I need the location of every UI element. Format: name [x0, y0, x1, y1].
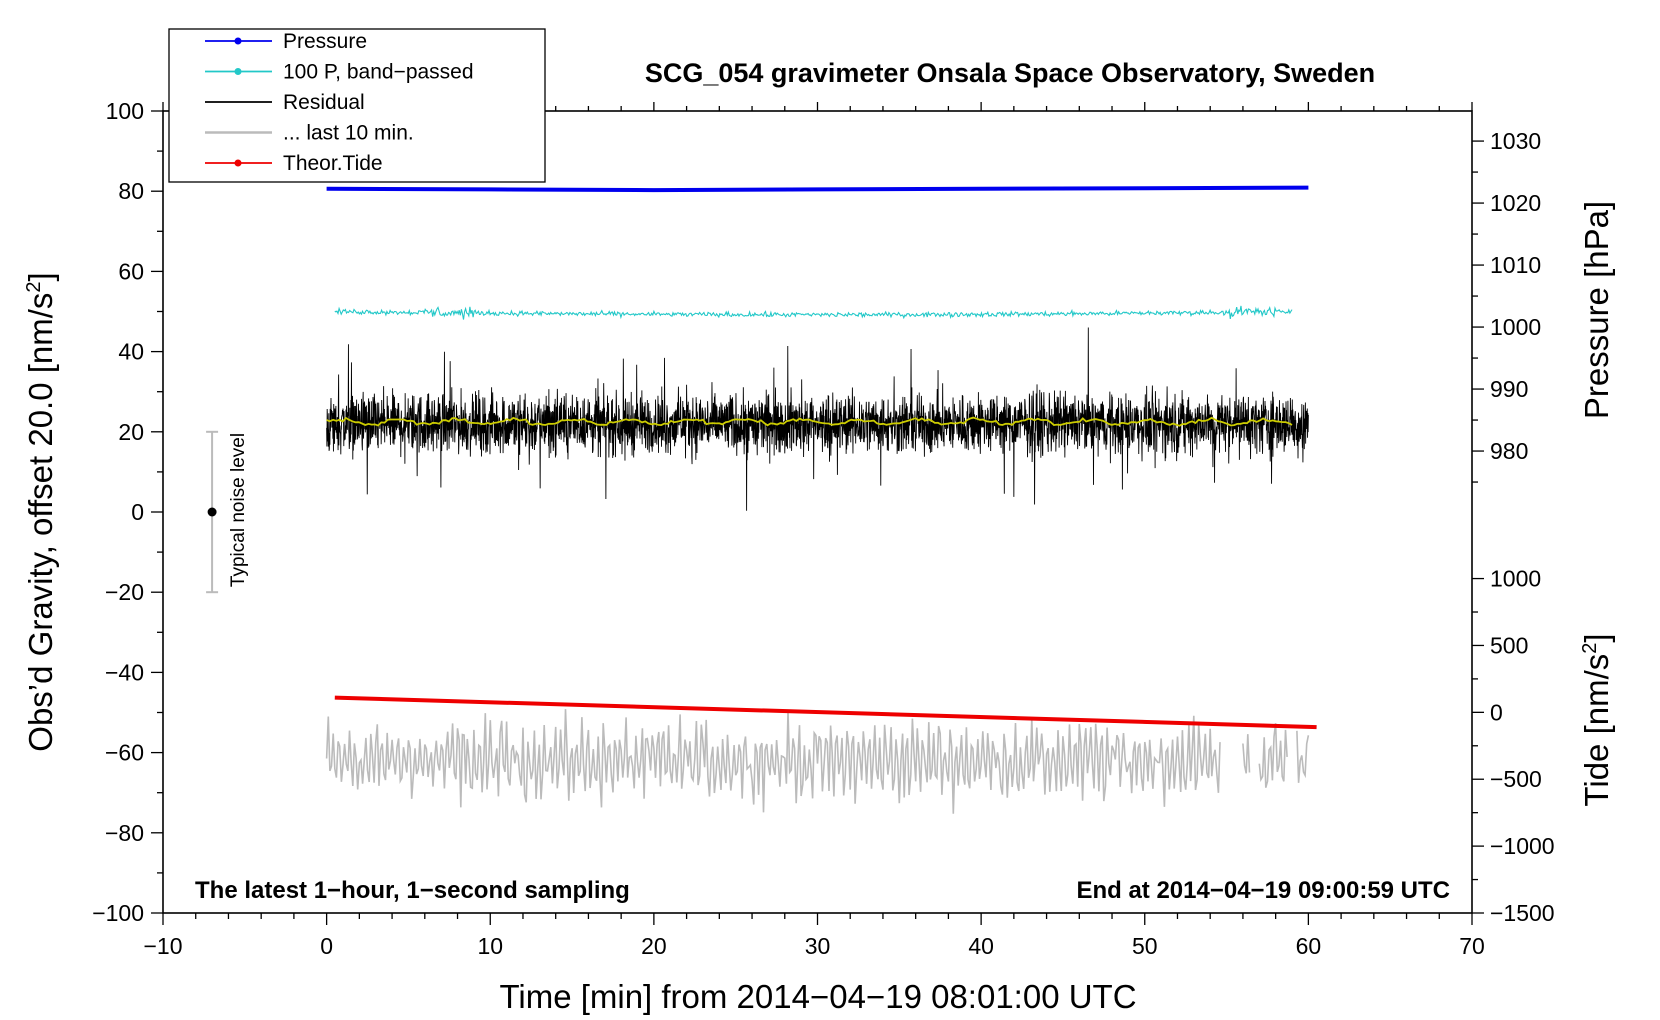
noise-bar-label: Typical noise level — [228, 433, 249, 587]
x-axis-title: Time [min] from 2014−04−19 08:01:00 UTC — [499, 978, 1136, 1015]
x-tick-label: 60 — [1296, 933, 1322, 959]
x-tick-label: −10 — [143, 933, 182, 959]
legend-marker — [234, 37, 242, 45]
y-left-tick-label: −40 — [105, 659, 144, 685]
y-left-title-sup: 2 — [23, 281, 45, 292]
y-left-tick-label: 100 — [106, 98, 144, 124]
x-tick-label: 30 — [805, 933, 831, 959]
legend-label: ... last 10 min. — [283, 122, 414, 145]
y-pressure-tick-label: 1010 — [1490, 252, 1541, 278]
legend-box — [168, 28, 546, 183]
series-band-passed — [334, 305, 1293, 320]
y-pressure-tick-label: 1020 — [1490, 190, 1541, 216]
y-tide-tick-label: −1000 — [1490, 833, 1555, 859]
series-last-10-min — [325, 709, 1310, 814]
series-residual-smoothed — [326, 416, 1293, 427]
series-theor-tide — [334, 695, 1317, 730]
y-pressure-tick-label: 1000 — [1490, 314, 1541, 340]
x-tick-label: 0 — [320, 933, 333, 959]
y-tide-tick-label: 0 — [1490, 699, 1503, 725]
y-left-tick-label: 20 — [118, 419, 144, 445]
x-tick-label: 50 — [1132, 933, 1158, 959]
legend-marker — [234, 68, 242, 75]
series-residual — [326, 327, 1309, 511]
y-tide-tick-label: 1000 — [1490, 566, 1541, 592]
legend-label: Theor.Tide — [283, 152, 383, 175]
legend-label: Residual — [283, 91, 365, 114]
y-left-tick-label: 0 — [131, 499, 144, 525]
y-tide-tick-label: −500 — [1490, 766, 1542, 792]
annotation-left: The latest 1−hour, 1−second sampling — [195, 877, 630, 904]
y-left-tick-label: −80 — [105, 820, 144, 846]
annotation-right: End at 2014−04−19 09:00:59 UTC — [1076, 877, 1450, 904]
legend-marker — [234, 159, 242, 167]
y-left-axis-title: Obs’d Gravity, offset 20.0 [nm/s2] — [22, 272, 59, 751]
legend-label: 100 P, band−passed — [283, 61, 474, 84]
tide-title-sup: 2 — [1579, 643, 1601, 654]
x-tick-label: 40 — [968, 933, 994, 959]
y-right-pressure-title: Pressure [hPa] — [1578, 201, 1615, 419]
noise-bar-center-dot — [207, 507, 217, 517]
chart-title: SCG_054 gravimeter Onsala Space Observat… — [645, 58, 1375, 88]
y-tide-tick-label: −1500 — [1490, 900, 1555, 926]
y-pressure-tick-label: 1030 — [1490, 128, 1541, 154]
y-right-tide-title: Tide [nm/s2] — [1578, 633, 1615, 806]
tide-title-main: Tide [nm/s — [1578, 654, 1615, 807]
x-tick-label: 10 — [477, 933, 503, 959]
tide-title-end: ] — [1578, 633, 1615, 642]
noise-indicator: Typical noise level — [206, 430, 249, 594]
y-left-tick-label: 80 — [118, 178, 144, 204]
y-pressure-tick-label: 980 — [1490, 438, 1528, 464]
ticks-layer: −10 0 10 20 30 40 50 60 70100806040200−20−40−60−… — [92, 98, 1554, 959]
y-pressure-tick-label: 990 — [1490, 376, 1528, 402]
y-left-tick-label: 60 — [118, 258, 144, 284]
legend-label: Pressure — [283, 30, 367, 53]
y-left-tick-label: −20 — [105, 579, 144, 605]
x-tick-label: 20 — [641, 933, 667, 959]
x-tick-label: 70 — [1459, 933, 1485, 959]
series-layer — [325, 185, 1317, 814]
series-pressure — [326, 185, 1309, 193]
y-left-tick-label: 40 — [118, 339, 144, 365]
y-left-tick-label: −60 — [105, 740, 144, 766]
y-tide-tick-label: 500 — [1490, 632, 1528, 658]
y-left-tick-label: −100 — [92, 900, 144, 926]
y-left-title-main: Obs’d Gravity, offset 20.0 [nm/s — [22, 293, 59, 752]
y-left-title-end: ] — [22, 272, 59, 281]
legend: Pressure 100 P, band−passed Residual ... la… — [168, 28, 546, 183]
